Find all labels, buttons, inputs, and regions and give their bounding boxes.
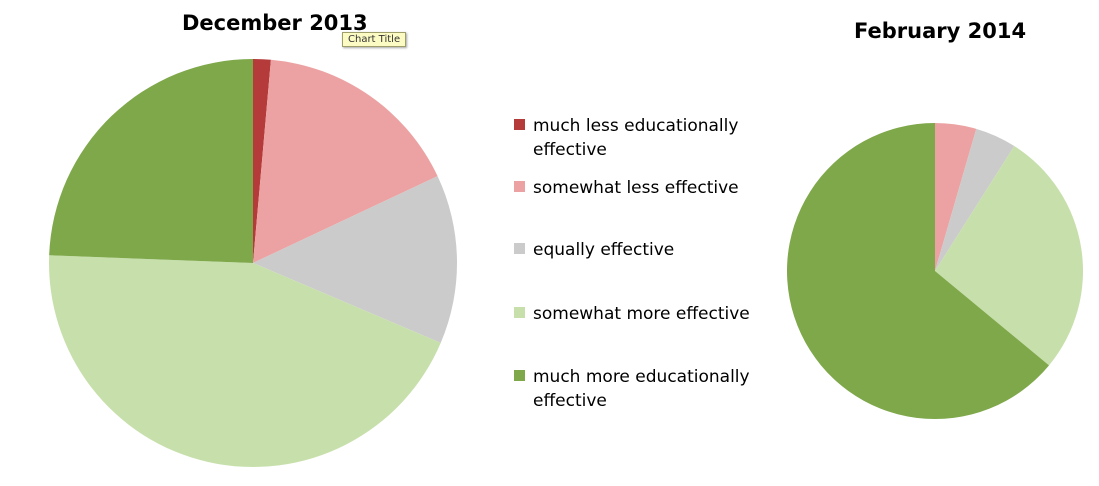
legend-label: somewhat less effective: [533, 178, 739, 198]
legend-label: much more educationally effective: [533, 367, 750, 411]
legend-item-somewhat-more: somewhat more effective: [514, 302, 768, 326]
pie-slice-much-less-educationally-effective: [253, 59, 271, 263]
legend-item-somewhat-less: somewhat less effective: [514, 176, 768, 200]
pie-slice-equally-effective: [935, 128, 1015, 271]
pie-slice-equally-effective: [253, 176, 457, 343]
pie-slice-somewhat-less-effective: [935, 123, 977, 271]
chart-title-february-2014: February 2014: [854, 19, 1027, 43]
pie-slice-much-more-educationally-effective: [49, 59, 254, 263]
pie-slice-somewhat-less-effective: [253, 59, 438, 263]
pie-slice-somewhat-more-effective: [49, 255, 441, 468]
legend-label: much less educationally effective: [533, 116, 739, 160]
pie-slice-somewhat-more-effective: [935, 146, 1083, 366]
chart-title-december-2013: December 2013: [182, 11, 368, 35]
pie-chart-december-2013: [49, 59, 457, 468]
legend-swatch: [514, 119, 525, 130]
legend-swatch: [514, 243, 525, 254]
legend-item-much-more: much more educationally effective: [514, 365, 768, 413]
legend-item-much-less: much less educationally effective: [514, 114, 768, 162]
pie-chart-february-2014: [787, 123, 1083, 419]
legend-label: equally effective: [533, 240, 675, 260]
legend-swatch: [514, 181, 525, 192]
chart-title-tooltip: Chart Title: [342, 32, 407, 47]
legend-swatch: [514, 370, 525, 381]
pie-slice-much-more-educationally-effective: [787, 123, 1050, 419]
legend-label: somewhat more effective: [533, 304, 750, 324]
legend-swatch: [514, 307, 525, 318]
legend-item-equally: equally effective: [514, 238, 768, 262]
